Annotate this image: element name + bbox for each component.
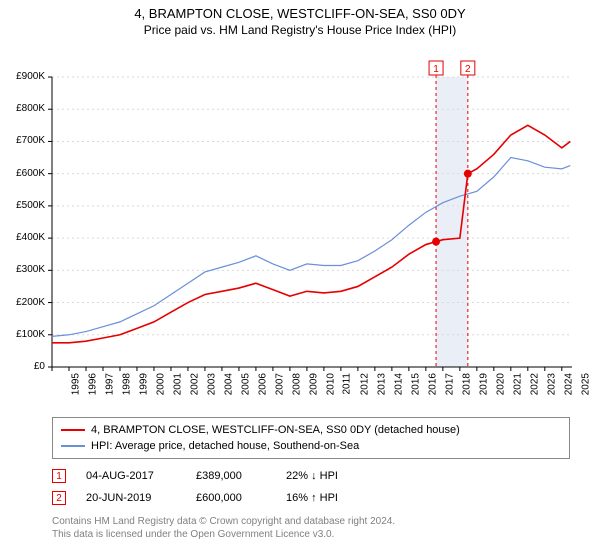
footnote-line: Contains HM Land Registry data © Crown c… — [52, 515, 570, 528]
marker-number-box: 1 — [52, 469, 66, 483]
legend-row: 4, BRAMPTON CLOSE, WESTCLIFF-ON-SEA, SS0… — [61, 422, 561, 438]
chart-title: 4, BRAMPTON CLOSE, WESTCLIFF-ON-SEA, SS0… — [0, 0, 600, 21]
marker-date: 20-JUN-2019 — [86, 492, 176, 504]
marker-table: 1 04-AUG-2017 £389,000 22% ↓ HPI 2 20-JUN-201… — [52, 465, 570, 509]
footnote: Contains HM Land Registry data © Crown c… — [52, 515, 570, 541]
marker-row: 2 20-JUN-2019 £600,000 16% ↑ HPI — [52, 487, 570, 509]
marker-date: 04-AUG-2017 — [86, 470, 176, 482]
marker-number-box: 2 — [52, 491, 66, 505]
legend-swatch — [61, 429, 85, 431]
legend-label: 4, BRAMPTON CLOSE, WESTCLIFF-ON-SEA, SS0… — [91, 424, 460, 436]
marker-price: £389,000 — [196, 470, 266, 482]
marker-pct: 16% ↑ HPI — [286, 492, 376, 504]
svg-text:2: 2 — [465, 64, 471, 75]
svg-text:1: 1 — [433, 64, 439, 75]
legend-swatch — [61, 445, 85, 447]
marker-price: £600,000 — [196, 492, 266, 504]
footnote-line: This data is licensed under the Open Gov… — [52, 528, 570, 541]
chart-legend: 4, BRAMPTON CLOSE, WESTCLIFF-ON-SEA, SS0… — [52, 417, 570, 459]
legend-row: HPI: Average price, detached house, Sout… — [61, 438, 561, 454]
legend-label: HPI: Average price, detached house, Sout… — [91, 440, 359, 452]
marker-pct: 22% ↓ HPI — [286, 470, 376, 482]
marker-row: 1 04-AUG-2017 £389,000 22% ↓ HPI — [52, 465, 570, 487]
line-chart: 12 — [0, 37, 600, 417]
chart-subtitle: Price paid vs. HM Land Registry's House … — [0, 23, 600, 37]
chart-area: £0£100K£200K£300K£400K£500K£600K£700K£80… — [0, 37, 600, 417]
